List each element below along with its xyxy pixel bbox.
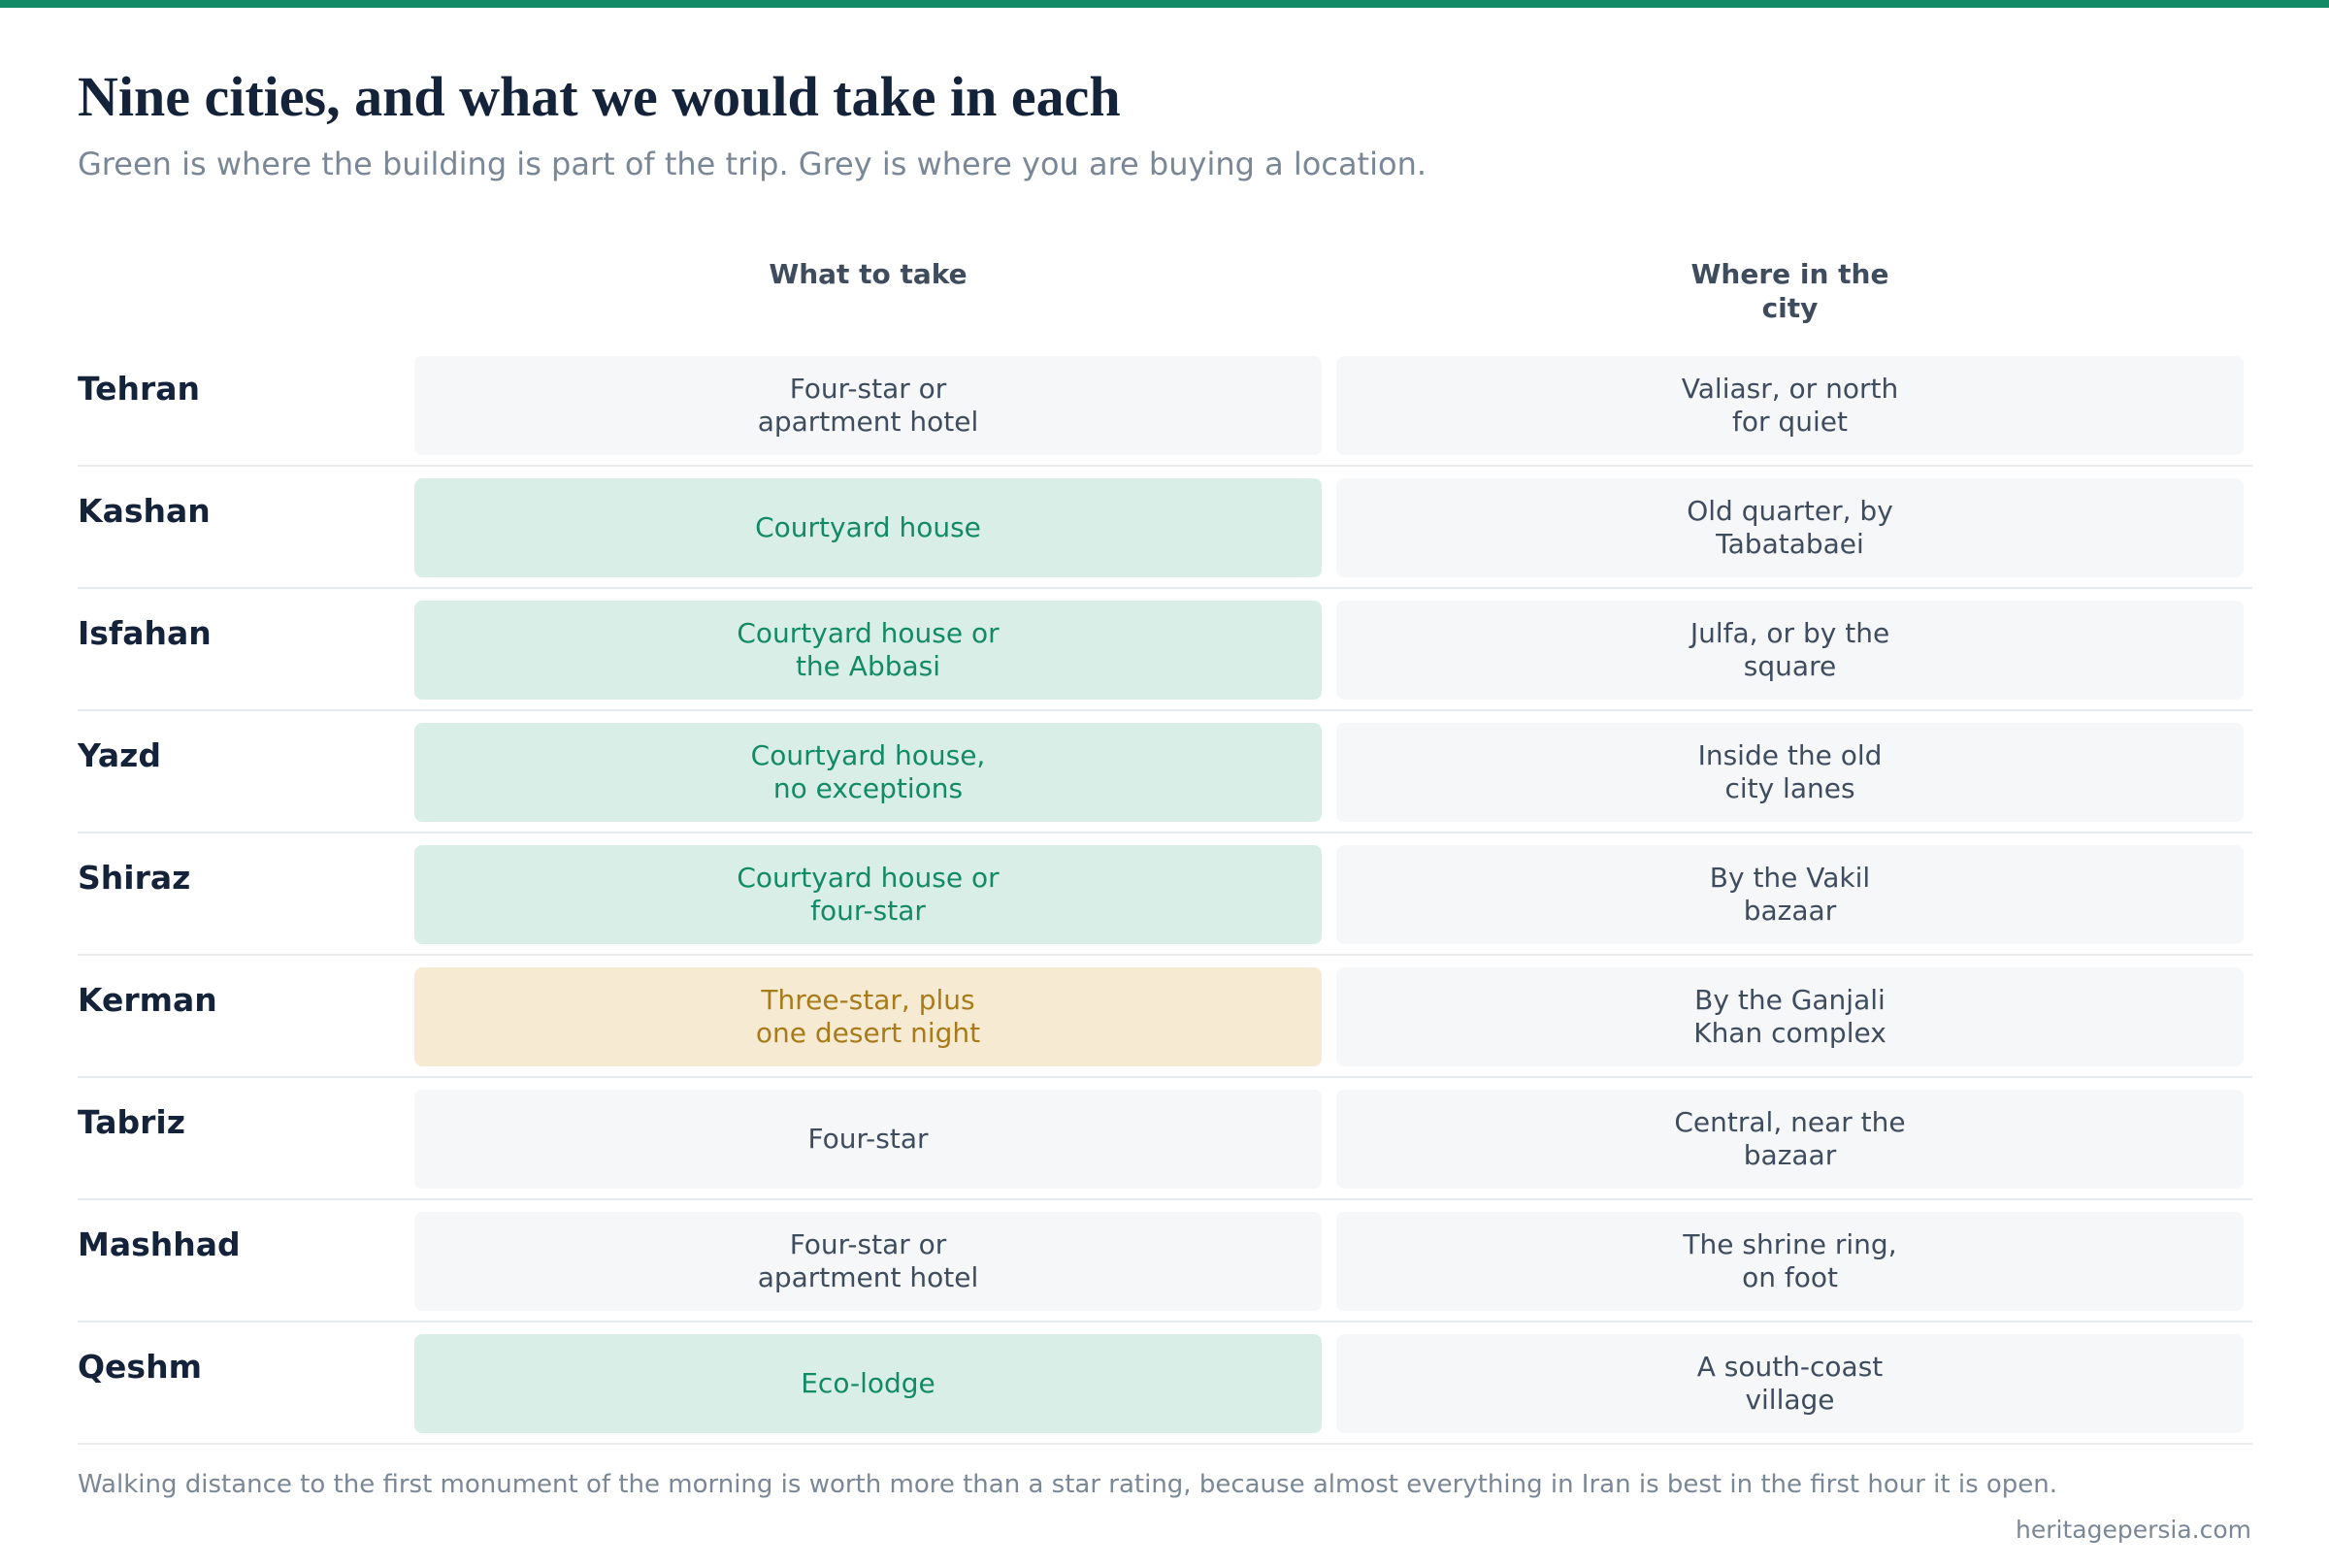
where-in-city-cell: By the Vakil bazaar xyxy=(1336,845,2244,944)
what-to-take-text: Courtyard house or the Abbasi xyxy=(737,617,1000,682)
what-to-take-text: Four-star or apartment hotel xyxy=(757,373,979,438)
city-name: Qeshm xyxy=(78,1348,202,1386)
city-name: Kerman xyxy=(78,981,217,1019)
footnote: Walking distance to the first monument o… xyxy=(78,1470,2058,1499)
where-in-city-text: Valiasr, or north for quiet xyxy=(1681,373,1899,438)
where-in-city-cell: By the Ganjali Khan complex xyxy=(1336,967,2244,1066)
what-to-take-cell: Three-star, plus one desert night xyxy=(414,967,1322,1066)
column-header-what-to-take: What to take xyxy=(769,258,968,290)
what-to-take-cell: Four-star or apartment hotel xyxy=(414,1212,1322,1311)
source-credit: heritagepersia.com xyxy=(2016,1516,2251,1544)
table-row: Tehran Four-star or apartment hotel Valias… xyxy=(78,344,2252,467)
where-in-city-text: Old quarter, by Tabatabaei xyxy=(1687,495,1893,560)
where-in-city-text: The shrine ring, on foot xyxy=(1683,1228,1897,1293)
city-name: Shiraz xyxy=(78,859,191,897)
city-name: Tehran xyxy=(78,370,201,408)
where-in-city-cell: Julfa, or by the square xyxy=(1336,601,2244,700)
table-row: Yazd Courtyard house, no exceptions Inside… xyxy=(78,711,2252,833)
table-body: Tehran Four-star or apartment hotel Valias… xyxy=(78,344,2252,1445)
what-to-take-cell: Courtyard house or four-star xyxy=(414,845,1322,944)
what-to-take-cell: Courtyard house or the Abbasi xyxy=(414,601,1322,700)
where-in-city-cell: Inside the old city lanes xyxy=(1336,723,2244,822)
what-to-take-text: Four-star xyxy=(807,1123,929,1155)
what-to-take-cell: Four-star xyxy=(414,1090,1322,1189)
city-name: Yazd xyxy=(78,736,161,774)
where-in-city-text: By the Vakil bazaar xyxy=(1709,862,1871,927)
accent-bar xyxy=(0,0,2329,8)
chart-subtitle: Green is where the building is part of t… xyxy=(78,146,1427,182)
what-to-take-cell: Four-star or apartment hotel xyxy=(414,356,1322,455)
table-row: Shiraz Courtyard house or four-star By the… xyxy=(78,833,2252,956)
what-to-take-cell: Eco-lodge xyxy=(414,1334,1322,1433)
city-name: Tabriz xyxy=(78,1103,185,1141)
where-in-city-text: Central, near the bazaar xyxy=(1674,1106,1906,1171)
table-row: Kerman Three-star, plus one desert night B… xyxy=(78,956,2252,1078)
column-header-where-in-city: Where in the city xyxy=(1690,258,1889,324)
where-in-city-cell: Central, near the bazaar xyxy=(1336,1090,2244,1189)
where-in-city-text: A south-coast village xyxy=(1696,1351,1884,1416)
table-row: Tabriz Four-star Central, near the bazaar xyxy=(78,1078,2252,1200)
where-in-city-text: Inside the old city lanes xyxy=(1697,739,1883,804)
table-row: Mashhad Four-star or apartment hotel The s… xyxy=(78,1200,2252,1323)
where-in-city-text: Julfa, or by the square xyxy=(1689,617,1890,682)
what-to-take-cell: Courtyard house, no exceptions xyxy=(414,723,1322,822)
what-to-take-text: Courtyard house or four-star xyxy=(737,862,1000,927)
what-to-take-text: Four-star or apartment hotel xyxy=(757,1228,979,1293)
city-name: Isfahan xyxy=(78,614,212,652)
where-in-city-text: By the Ganjali Khan complex xyxy=(1693,984,1886,1049)
city-name: Kashan xyxy=(78,492,211,530)
table-row: Isfahan Courtyard house or the Abbasi Julf… xyxy=(78,589,2252,711)
table-row: Kashan Courtyard house Old quarter, by Tab… xyxy=(78,467,2252,589)
city-name: Mashhad xyxy=(78,1225,241,1263)
what-to-take-text: Courtyard house xyxy=(755,511,981,543)
where-in-city-cell: The shrine ring, on foot xyxy=(1336,1212,2244,1311)
where-in-city-cell: Valiasr, or north for quiet xyxy=(1336,356,2244,455)
where-in-city-cell: Old quarter, by Tabatabaei xyxy=(1336,478,2244,577)
what-to-take-text: Eco-lodge xyxy=(801,1367,935,1399)
what-to-take-cell: Courtyard house xyxy=(414,478,1322,577)
what-to-take-text: Three-star, plus one desert night xyxy=(755,984,981,1049)
chart-title: Nine cities, and what we would take in e… xyxy=(78,65,1121,128)
where-in-city-cell: A south-coast village xyxy=(1336,1334,2244,1433)
table-row: Qeshm Eco-lodge A south-coast village xyxy=(78,1323,2252,1445)
what-to-take-text: Courtyard house, no exceptions xyxy=(750,739,986,804)
